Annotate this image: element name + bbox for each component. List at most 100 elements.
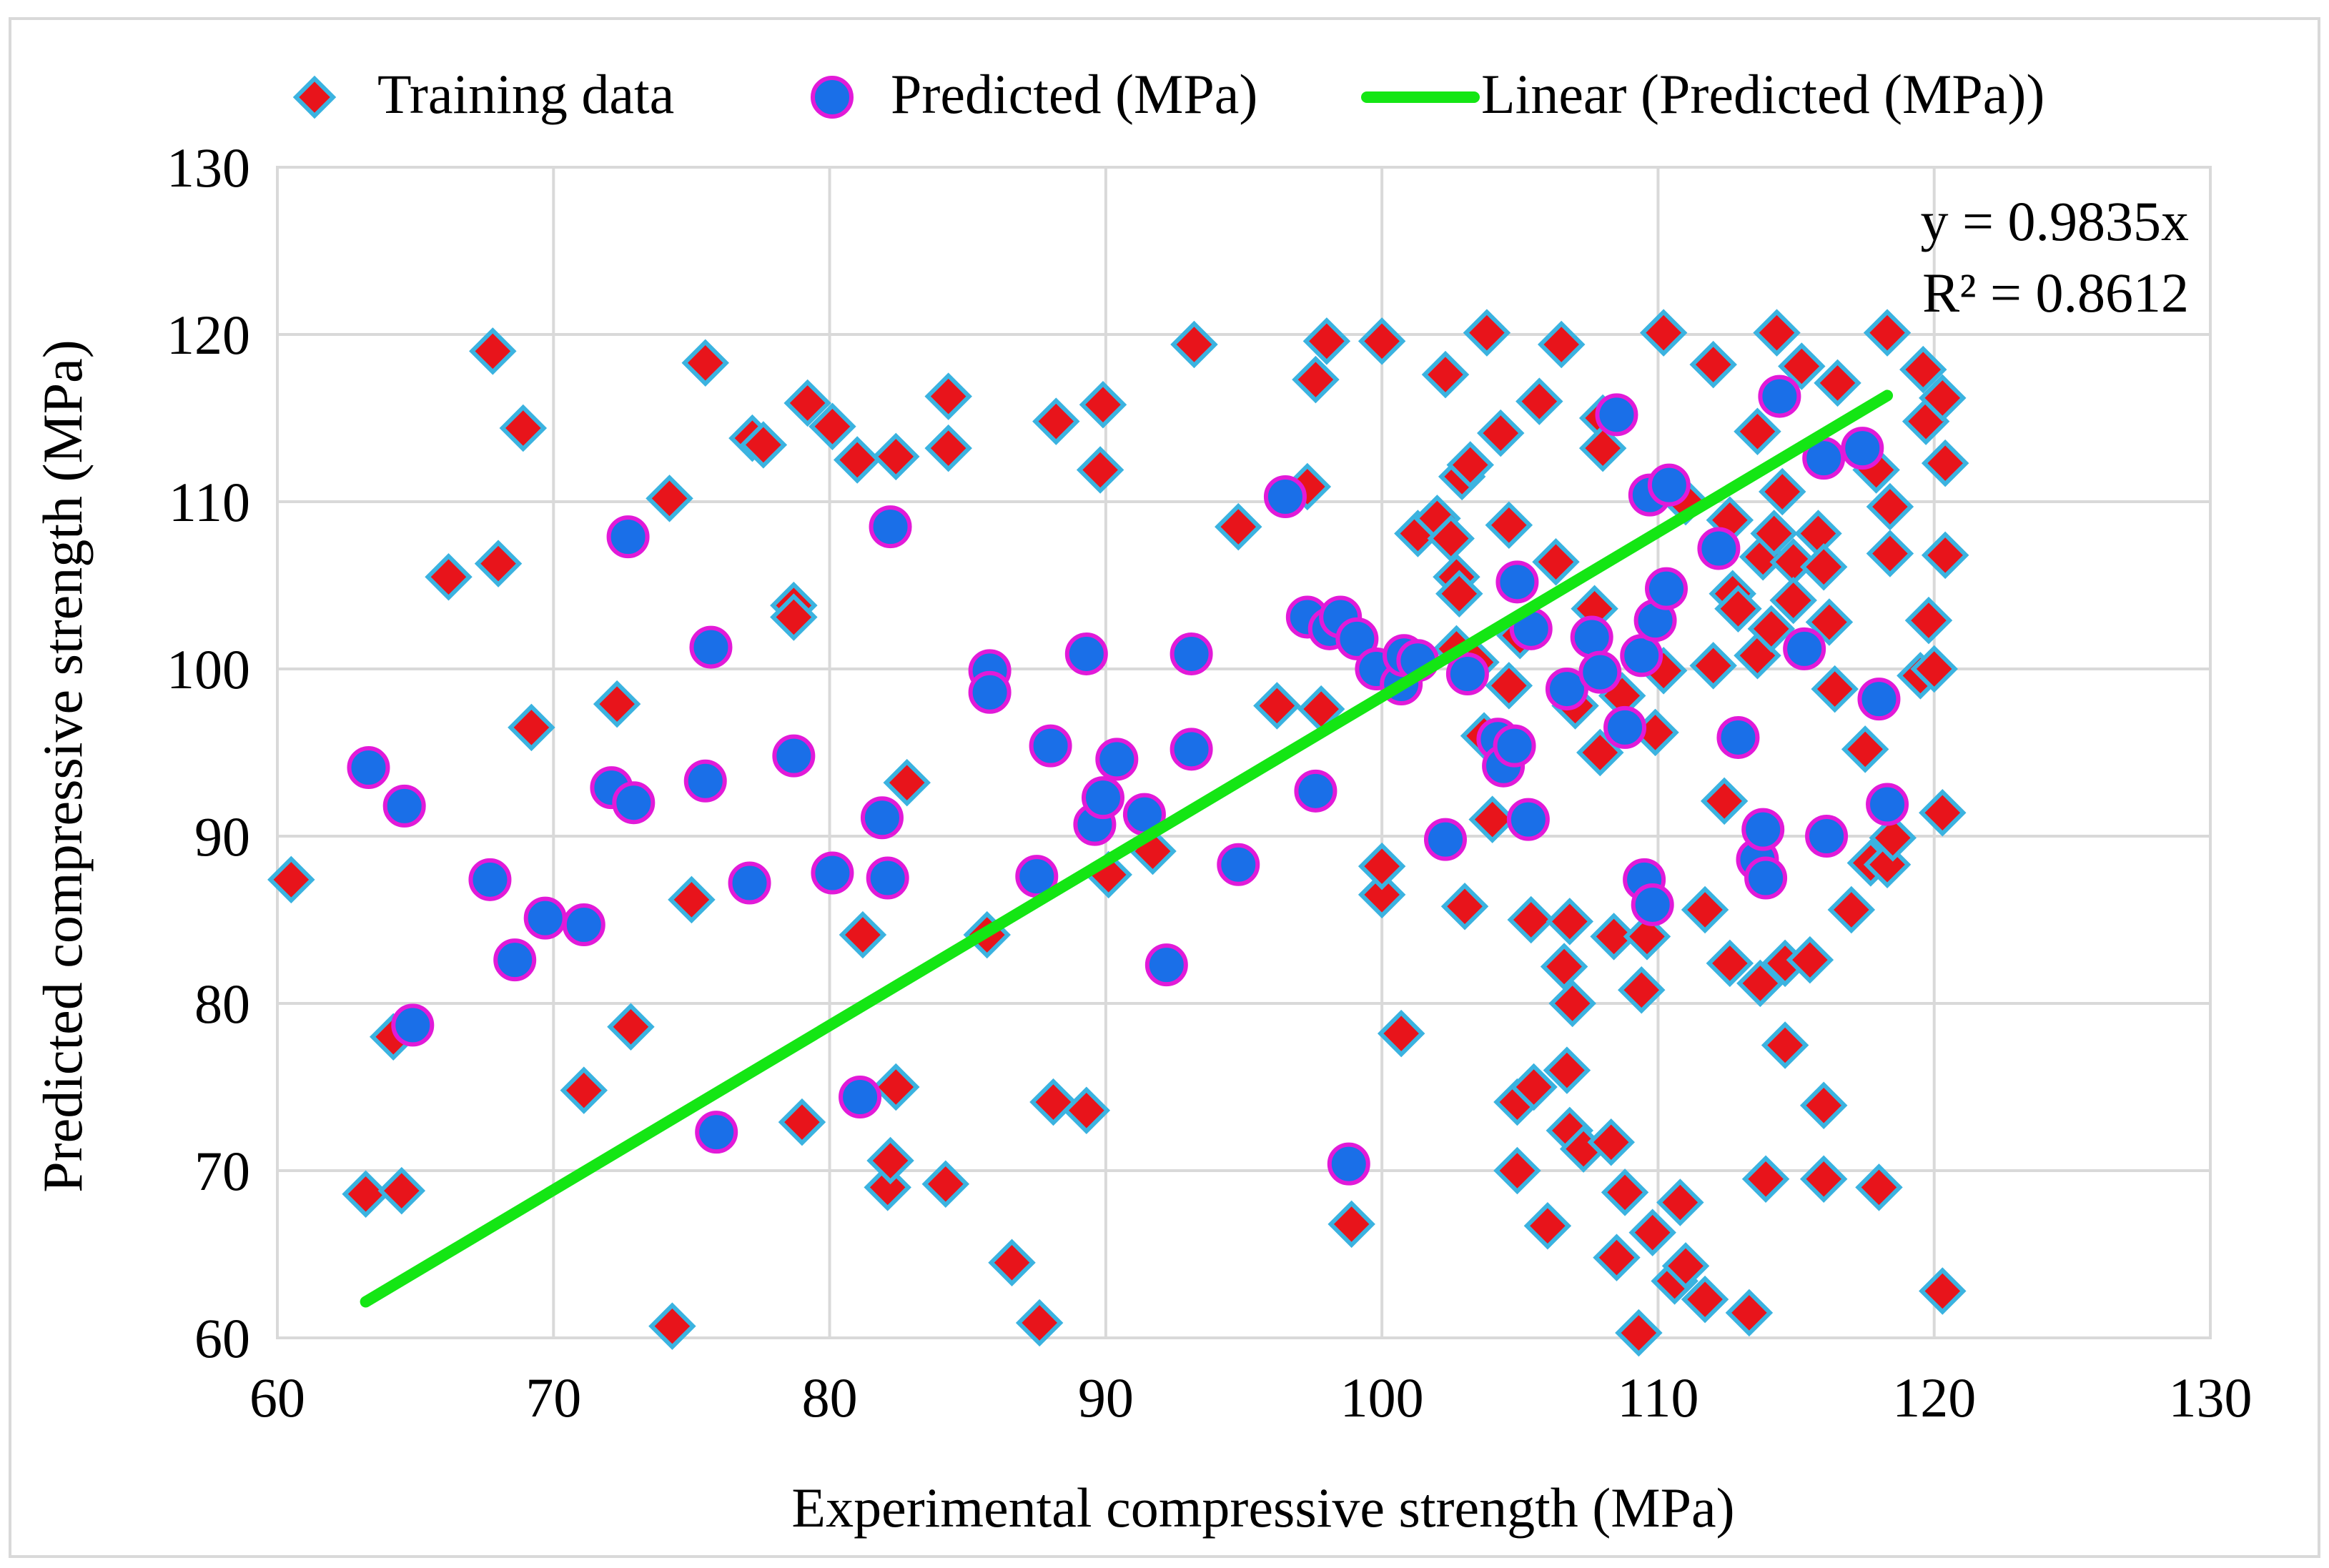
- x-axis-ticks: 60 70 80 90 100 110 120 130: [249, 1366, 2253, 1429]
- x-tick-label: 60: [249, 1366, 305, 1429]
- training-data-point: [1799, 1155, 1848, 1203]
- training-data-point: [1628, 1209, 1676, 1256]
- training-data-point: [1485, 662, 1533, 710]
- legend-training-label: Training data: [377, 63, 674, 125]
- training-data-point: [1358, 317, 1406, 365]
- predicted-data-point: [1064, 632, 1108, 675]
- x-tick-label: 90: [1078, 1366, 1134, 1429]
- training-data-point: [508, 703, 555, 752]
- training-data-point: [1507, 895, 1555, 944]
- predicted-data-point: [1294, 769, 1337, 813]
- training-data-point: [883, 758, 931, 807]
- training-data-point: [1587, 1118, 1636, 1166]
- predicted-data-point: [728, 861, 771, 905]
- training-data-point: [1446, 441, 1494, 489]
- training-data-point: [1590, 913, 1638, 961]
- y-tick-label: 120: [167, 304, 250, 366]
- predicted-data-point: [695, 1111, 738, 1154]
- training-data-point: [593, 680, 641, 728]
- training-data-point: [1062, 1086, 1111, 1135]
- training-data-point: [839, 910, 887, 959]
- y-tick-label: 60: [194, 1307, 250, 1369]
- x-tick-label: 120: [1892, 1366, 1976, 1429]
- training-data-point: [1327, 1200, 1375, 1249]
- training-data-point: [1921, 439, 1969, 487]
- training-data-point: [1468, 795, 1516, 843]
- predicted-data-point: [1716, 715, 1760, 759]
- training-data-point: [607, 1003, 655, 1051]
- training-data-point: [872, 1063, 920, 1111]
- training-data-point: [1753, 309, 1801, 357]
- training-data-point: [1759, 467, 1806, 516]
- predicted-data-point: [1841, 427, 1884, 470]
- training-data-point: [1725, 1289, 1774, 1337]
- predicted-data-point: [1741, 808, 1785, 851]
- y-tick-label: 80: [194, 973, 250, 1035]
- series-training-data: [267, 309, 1969, 1357]
- training-data-point: [1855, 1163, 1903, 1211]
- y-tick-label: 110: [169, 471, 250, 533]
- training-data-point: [1076, 446, 1124, 494]
- training-data-point: [1639, 309, 1688, 357]
- training-data-point: [1532, 537, 1580, 586]
- predicted-data-point: [1857, 678, 1901, 721]
- training-data-point: [1714, 585, 1762, 633]
- training-data-point: [872, 432, 920, 481]
- predicted-data-point: [1495, 560, 1539, 604]
- training-data-point: [1769, 576, 1817, 625]
- y-tick-label: 100: [167, 638, 250, 700]
- x-tick-label: 100: [1340, 1366, 1424, 1429]
- training-data-point: [1485, 501, 1533, 550]
- predicted-data-point: [493, 938, 537, 982]
- predicted-data-point: [1783, 627, 1826, 670]
- training-data-point: [1736, 959, 1784, 1008]
- training-data-point: [646, 475, 693, 522]
- predicted-data-point: [869, 505, 912, 549]
- training-data-point: [1811, 665, 1859, 713]
- training-data-point: [1546, 898, 1594, 946]
- training-data-point: [1921, 531, 1969, 580]
- training-data-point: [1523, 1201, 1572, 1250]
- predicted-data-point: [1758, 374, 1801, 418]
- predicted-data-point: [562, 903, 605, 947]
- training-data-point: [1741, 1155, 1790, 1203]
- training-data-point: [1032, 397, 1080, 445]
- training-data-point: [1079, 381, 1127, 429]
- predicted-data-point: [1263, 475, 1307, 518]
- predicted-data-point: [1095, 738, 1139, 781]
- predicted-data-point: [1866, 783, 1909, 826]
- training-data-point: [1029, 1078, 1077, 1126]
- training-data-point: [1540, 943, 1588, 991]
- training-data-point: [1477, 409, 1525, 457]
- predicted-data-point: [1595, 393, 1638, 437]
- legend-predicted-label: Predicted (MPa): [891, 63, 1257, 125]
- training-data-point: [1814, 359, 1861, 407]
- training-data-point: [1463, 309, 1511, 357]
- training-data-point: [921, 1160, 970, 1208]
- x-tick-label: 130: [2169, 1366, 2253, 1429]
- training-data-point: [1377, 1009, 1425, 1058]
- training-data-point: [924, 424, 972, 472]
- training-data-point: [1919, 788, 1967, 837]
- training-data-point: [377, 1166, 426, 1215]
- predicted-data-point: [1697, 527, 1741, 570]
- training-data-point: [1799, 543, 1848, 591]
- y-tick-label: 90: [194, 805, 250, 868]
- predicted-data-point: [1578, 650, 1622, 694]
- y-axis-title: Predicted compressive strength (MPa): [31, 339, 94, 1193]
- linear-trendline: [360, 389, 1894, 1308]
- training-data-point: [988, 1239, 1036, 1286]
- predicted-data-point: [606, 515, 650, 559]
- predicted-data-point: [347, 746, 390, 790]
- predicted-data-point: [1620, 634, 1663, 678]
- legend-trendline-label: Linear (Predicted (MPa)): [1481, 63, 2044, 125]
- training-data-point: [1734, 407, 1781, 455]
- training-data-point: [864, 1163, 911, 1211]
- y-axis-ticks: 60 70 80 90 100 110 120 130: [167, 137, 250, 1369]
- training-data-point: [1537, 320, 1586, 369]
- training-data-point: [1601, 1168, 1649, 1216]
- training-data-point: [1747, 605, 1796, 653]
- predicted-data-point: [1144, 943, 1188, 987]
- training-data-point: [499, 404, 548, 452]
